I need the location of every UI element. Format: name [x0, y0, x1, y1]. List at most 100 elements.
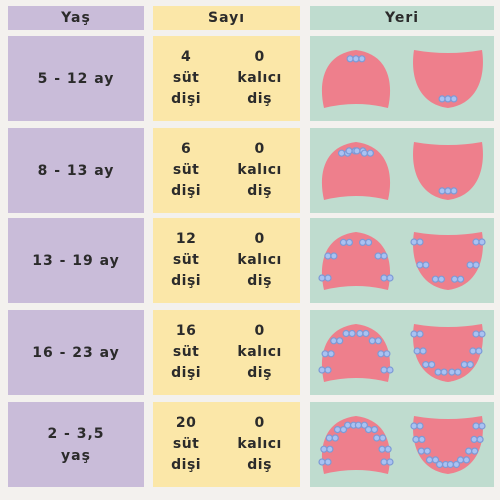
tooth-mark: [450, 94, 458, 103]
tooth-mark: [478, 329, 486, 338]
tooth-mark: [416, 237, 424, 246]
tooth-mark: [431, 455, 440, 464]
tooth-mark: [380, 251, 388, 260]
header-count: Sayı: [153, 6, 300, 30]
permanent-teeth-count: 0 kalıcı diş: [237, 413, 281, 476]
milk-teeth-label-1: süt: [172, 70, 200, 86]
tooth-mark: [364, 238, 373, 246]
tooth-mark: [416, 260, 424, 269]
tooth-mark: [326, 445, 334, 453]
tooth-count: 4 süt dişi 0 kalıcı diş: [153, 36, 300, 121]
tooth-location: [310, 310, 494, 395]
tooth-mark: [348, 329, 356, 337]
tooth-mark: [324, 457, 332, 466]
milk-teeth-label-1: süt: [172, 252, 200, 268]
upper-jaw-diagram: [321, 49, 391, 108]
tooth-location: [310, 36, 494, 121]
milk-teeth-label-1: süt: [172, 436, 200, 452]
permanent-teeth-number: 0: [254, 323, 265, 339]
lower-jaw-diagram: [410, 323, 486, 382]
tooth-mark: [410, 329, 418, 338]
milk-teeth-label-1: süt: [172, 344, 200, 360]
milk-teeth-label-2: dişi: [171, 273, 202, 289]
permanent-teeth-count: 0 kalıcı diş: [237, 321, 281, 384]
tooth-mark: [354, 421, 363, 429]
lower-jaw-diagram: [410, 231, 486, 290]
tooth-mark: [478, 421, 486, 430]
age-range: 16 - 23 ay: [8, 310, 144, 395]
gum-shape: [413, 141, 483, 200]
tooth-mark: [444, 94, 452, 103]
tooth-mark: [446, 460, 455, 468]
tooth-mark: [333, 425, 342, 433]
tooth-mark: [378, 445, 386, 453]
tooth-mark: [325, 433, 333, 442]
tooth-mark: [438, 94, 446, 103]
tooth-mark: [321, 349, 329, 357]
tooth-mark: [318, 273, 326, 282]
tooth-mark: [358, 238, 367, 246]
tooth-mark: [437, 275, 446, 283]
tooth-mark: [330, 251, 338, 260]
milk-teeth-count: 4 süt dişi: [171, 47, 201, 110]
tooth-mark: [419, 346, 427, 355]
tooth-mark: [460, 360, 468, 368]
tooth-mark: [345, 146, 353, 154]
tooth-mark: [417, 446, 425, 455]
tooth-count: 16 süt dişi 0 kalıcı diş: [153, 310, 300, 395]
tooth-mark: [440, 367, 448, 376]
tooth-mark: [346, 54, 354, 62]
tooth-mark: [352, 54, 360, 62]
tooth-mark: [342, 329, 350, 337]
permanent-teeth-count: 0 kalıcı diş: [237, 47, 281, 110]
age-range: 2 - 3,5 yaş: [8, 402, 144, 487]
tooth-mark: [444, 186, 452, 195]
permanent-teeth-label-2: diş: [247, 457, 272, 473]
tooth-mark: [366, 149, 375, 157]
tooth-mark: [360, 421, 369, 429]
permanent-teeth-count: 0 kalıcı diş: [237, 229, 281, 292]
tooth-mark: [452, 460, 461, 468]
tooth-mark: [318, 365, 326, 374]
tooth-mark: [422, 360, 430, 368]
tooth-mark: [353, 146, 361, 154]
milk-teeth-number: 20: [175, 415, 197, 431]
tooth-mark: [386, 365, 394, 374]
milk-teeth-count: 12 süt dişi: [171, 229, 201, 292]
tooth-mark: [412, 435, 420, 443]
tooth-mark: [466, 360, 474, 368]
tooth-mark: [324, 365, 332, 374]
permanent-teeth-label-1: kalıcı: [237, 252, 282, 268]
tooth-mark: [410, 237, 418, 246]
tooth-mark: [368, 336, 376, 344]
tooth-count: 20 süt dişi 0 kalıcı diş: [153, 402, 300, 487]
tooth-mark: [336, 336, 344, 344]
milk-teeth-count: 16 süt dişi: [171, 321, 201, 384]
milk-teeth-label-2: dişi: [171, 91, 202, 107]
tooth-mark: [384, 445, 392, 453]
tooth-mark: [380, 365, 388, 374]
upper-jaw-diagram: [321, 141, 391, 200]
tooth-mark: [360, 149, 369, 157]
tooth-mark: [416, 329, 424, 338]
milk-teeth-number: 6: [180, 141, 192, 157]
tooth-mark: [338, 149, 346, 157]
tooth-mark: [450, 275, 459, 283]
permanent-teeth-label-2: diş: [247, 183, 272, 199]
milk-teeth-label-2: dişi: [171, 457, 202, 473]
tooth-mark: [379, 433, 387, 442]
milk-teeth-label-1: süt: [172, 162, 200, 178]
permanent-teeth-number: 0: [254, 141, 265, 157]
tooth-mark: [418, 435, 426, 443]
tooth-mark: [454, 367, 462, 376]
tooth-mark: [356, 329, 364, 337]
permanent-teeth-label-1: kalıcı: [237, 344, 282, 360]
upper-jaw-diagram: [318, 323, 394, 382]
tooth-mark: [471, 446, 479, 455]
permanent-teeth-count: 0 kalıcı diş: [237, 139, 281, 202]
tooth-count: 6 süt dişi 0 kalıcı diş: [153, 128, 300, 213]
gum-shape: [321, 231, 391, 290]
permanent-teeth-number: 0: [254, 415, 265, 431]
tooth-mark: [466, 260, 474, 269]
